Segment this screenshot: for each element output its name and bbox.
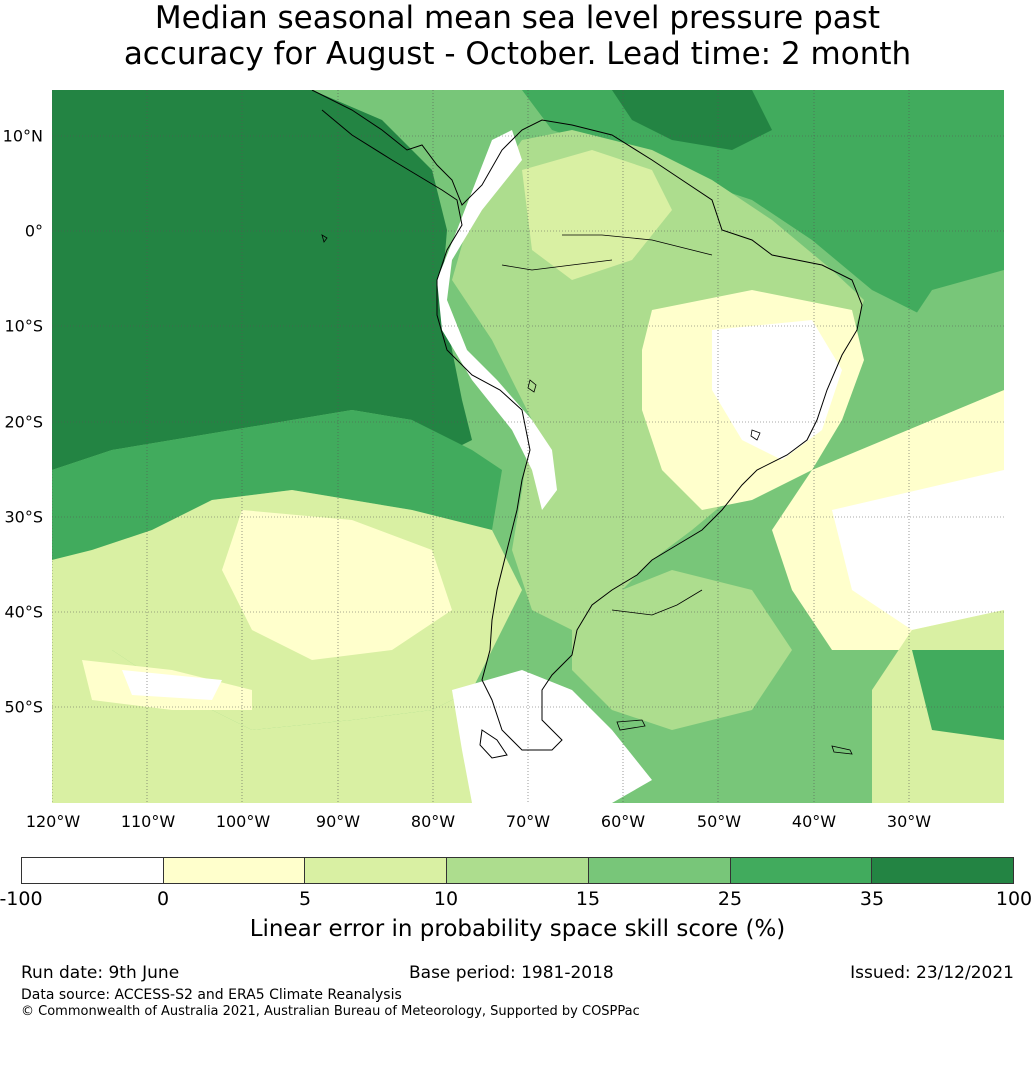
lat-label-50s: 50°S <box>4 697 43 717</box>
amazon-tributary-line <box>501 259 613 271</box>
colorbar-segment-15-25 <box>588 858 731 883</box>
argentine-basin-mid-region <box>572 570 792 730</box>
far-south-atlantic-mid-patch <box>912 650 1004 740</box>
colorbar-segment-5-10 <box>305 858 448 883</box>
colorbar-tick-15: 15 <box>575 888 601 910</box>
lat-label-20s: 20°S <box>4 412 43 432</box>
lon-label-60w: 60°W <box>600 812 646 831</box>
lon-label-30w: 30°W <box>886 812 932 831</box>
tierra-del-fuego-outline <box>479 729 508 759</box>
south-georgia-outline <box>831 745 853 755</box>
copyright: © Commonwealth of Australia 2021, Austra… <box>21 1004 640 1019</box>
lat-label-10s: 10°S <box>4 316 43 336</box>
andes-negative-skill-ridge <box>437 130 557 510</box>
lon-label-40w: 40°W <box>791 812 837 831</box>
lon-label-70w: 70°W <box>505 812 551 831</box>
lat-label-30s: 30°S <box>4 507 43 527</box>
inland-lake-outline <box>750 429 761 441</box>
lon-label-100w: 100°W <box>215 812 271 831</box>
caribbean-high-skill-patch <box>612 90 772 150</box>
skill-map <box>52 90 1004 803</box>
patagonia-negative-skill-region <box>452 670 652 803</box>
lat-label-10n: 10°N <box>2 126 43 146</box>
galapagos-outline <box>321 234 328 243</box>
colorbar-tick-25: 25 <box>717 888 743 910</box>
south-pacific-very-low-skill-patch <box>222 510 452 660</box>
base-period: Base period: 1981-2018 <box>409 963 614 983</box>
rio-de-la-plata-outline <box>611 589 703 616</box>
title-line-1: Median seasonal mean sea level pressure … <box>154 0 881 36</box>
colorbar-segment-10-15 <box>447 858 589 883</box>
colorbar <box>21 857 1014 884</box>
issued-date: Issued: 23/12/2021 <box>850 963 1014 983</box>
lat-label-0: 0° <box>24 221 43 241</box>
falkland-islands-outline <box>616 719 646 731</box>
colorbar-tick-neg100: -100 <box>0 888 43 910</box>
graticule <box>52 90 1004 803</box>
lat-label-40s: 40°S <box>4 602 43 622</box>
colorbar-segment-neg100-0 <box>22 858 164 883</box>
colorbar-segment-35-100 <box>872 858 1014 883</box>
colorbar-tick-10: 10 <box>433 888 459 910</box>
data-source: Data source: ACCESS-S2 and ERA5 Climate … <box>21 987 402 1003</box>
skill-map-svg <box>52 90 1004 803</box>
colorbar-tick-5: 5 <box>298 888 312 910</box>
lon-label-50w: 50°W <box>696 812 742 831</box>
lon-label-120w: 120°W <box>25 812 81 831</box>
south-america-coastline <box>311 90 863 751</box>
pacific-mid-skill-region <box>52 410 502 560</box>
south-atlantic-negative-region <box>832 470 1004 630</box>
colorbar-tick-0: 0 <box>156 888 170 910</box>
lon-label-110w: 110°W <box>120 812 176 831</box>
southern-ocean-negative-patch <box>122 670 222 700</box>
northeast-mid-skill-region <box>522 90 1004 320</box>
east-atlantic-mid-band <box>892 270 1004 410</box>
lon-label-90w: 90°W <box>315 812 361 831</box>
map-title: Median seasonal mean sea level pressure … <box>0 0 1035 72</box>
northern-continent-low-skill <box>522 150 672 280</box>
pacific-high-skill-region <box>52 90 472 470</box>
amazon-river-line <box>562 234 713 256</box>
colorbar-segment-0-5 <box>163 858 306 883</box>
colorbar-tick-100: 100 <box>995 888 1033 910</box>
lon-label-80w: 80°W <box>410 812 456 831</box>
lake-titicaca-outline <box>527 379 537 393</box>
brazil-negative-skill-region <box>712 320 842 460</box>
colorbar-label: Linear error in probability space skill … <box>249 916 786 942</box>
title-line-2: accuracy for August - October. Lead time… <box>123 36 912 72</box>
colorbar-segment-25-35 <box>730 858 873 883</box>
colorbar-tick-35: 35 <box>859 888 885 910</box>
run-date: Run date: 9th June <box>21 963 180 983</box>
